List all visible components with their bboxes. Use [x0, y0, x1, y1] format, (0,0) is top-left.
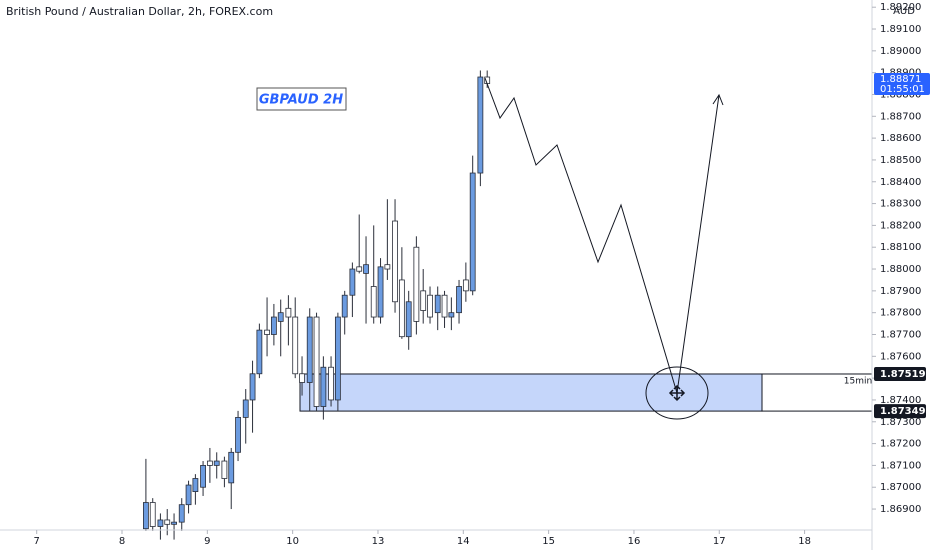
candle-body	[363, 264, 369, 274]
y-tick-label: 1.87800	[880, 308, 921, 319]
y-tick-label: 1.88300	[880, 199, 921, 210]
candle-body	[221, 460, 228, 479]
y-tick-label: 1.87100	[880, 460, 921, 471]
candle-body	[456, 286, 462, 314]
candle-body	[270, 316, 277, 335]
candle-body	[427, 294, 433, 318]
x-tick-label: 15	[542, 536, 555, 547]
candle-body	[185, 484, 192, 506]
y-tick-label: 1.87000	[880, 482, 921, 493]
candle-body	[420, 290, 427, 311]
x-tick-label: 9	[204, 536, 210, 547]
y-tick-label: 1.88500	[880, 155, 921, 166]
candle-body	[292, 316, 299, 375]
y-tick-label: 1.88600	[880, 133, 921, 144]
zone-extension	[761, 373, 873, 412]
zone-price-box	[874, 366, 926, 381]
y-tick-label: 1.86900	[880, 504, 921, 515]
candle-body	[448, 312, 455, 318]
candle-body	[235, 417, 241, 453]
x-tick-label: 10	[286, 536, 299, 547]
candle-body	[306, 316, 313, 383]
candle-body	[299, 373, 305, 383]
y-tick-label: 1.89100	[880, 24, 921, 35]
candle-body	[149, 502, 156, 527]
chart-title: British Pound / Australian Dollar, 2h, F…	[6, 5, 273, 18]
countdown-label: 01:55:01	[880, 84, 925, 95]
y-tick-label: 1.89000	[880, 46, 921, 57]
candle-body	[477, 76, 484, 174]
candle-body	[384, 264, 391, 270]
candle-body	[434, 294, 441, 314]
annotation-box	[256, 87, 347, 111]
candle-body	[341, 294, 348, 318]
candle-body	[277, 312, 284, 322]
zone-price-box	[874, 404, 926, 419]
demand-zone	[299, 373, 763, 412]
candle-body	[264, 329, 270, 335]
candle-body	[213, 460, 220, 466]
candle-body	[242, 399, 249, 418]
currency-label: AUD	[893, 6, 915, 17]
y-tick-label: 1.88200	[880, 220, 921, 231]
x-tick-label: 13	[372, 536, 385, 547]
candle-body	[157, 519, 164, 527]
last-price-label: 1.88871	[880, 74, 921, 85]
x-tick-label: 7	[34, 536, 40, 547]
candle-body	[285, 307, 292, 318]
candle-body	[171, 521, 177, 525]
candle-body	[413, 246, 420, 322]
zone-timeframe: 15min	[844, 376, 872, 386]
candle-body	[328, 366, 334, 401]
candle-body	[349, 268, 356, 296]
y-tick-label: 1.87200	[880, 439, 921, 450]
y-tick-label: 1.88700	[880, 111, 921, 122]
candle-body	[398, 279, 405, 338]
x-tick-label: 14	[457, 536, 470, 547]
candle-body	[405, 301, 412, 338]
candle-body	[178, 504, 185, 523]
candle-body	[192, 478, 199, 492]
y-tick-label: 1.88400	[880, 177, 921, 188]
candle-body	[256, 329, 263, 375]
candle-body	[164, 519, 171, 525]
last-price-box	[874, 72, 930, 95]
y-tick-label: 1.88100	[880, 242, 921, 253]
target-ellipse	[645, 366, 709, 420]
candle-body	[370, 286, 377, 318]
y-tick-label: 1.87700	[880, 329, 921, 340]
y-tick-label: 1.87400	[880, 395, 921, 406]
candle-body	[392, 220, 398, 303]
candle-body	[334, 316, 341, 401]
x-tick-label: 16	[628, 536, 641, 547]
annotation: GBPAUD 2H	[259, 93, 343, 108]
x-tick-label: 17	[713, 536, 726, 547]
x-tick-label: 18	[798, 536, 811, 547]
arrow-head	[712, 93, 724, 106]
candle-body	[200, 465, 206, 488]
candle-body	[469, 172, 476, 292]
candle-body	[249, 373, 256, 401]
candle-body	[356, 266, 363, 272]
candle-body	[377, 266, 384, 318]
x-tick-label: 8	[119, 536, 125, 547]
candle-body	[206, 460, 213, 466]
y-tick-label: 1.87900	[880, 286, 921, 297]
zone-price-label: 1.87349	[880, 406, 926, 417]
candle-body	[462, 279, 469, 292]
candle-body	[143, 502, 149, 530]
candle-body	[320, 366, 327, 407]
y-tick-label: 1.89200	[880, 2, 921, 13]
candle-body	[313, 316, 320, 407]
y-tick-label: 1.87600	[880, 351, 921, 362]
crosshair-icon	[668, 384, 686, 402]
y-tick-label: 1.87300	[880, 417, 921, 428]
plot-area: 15min	[143, 70, 873, 540]
y-tick-label: 1.88000	[880, 264, 921, 275]
projection-path	[484, 77, 720, 394]
candle-body	[441, 294, 448, 318]
candle-body	[228, 451, 235, 484]
zone-price-label: 1.87519	[880, 369, 926, 380]
